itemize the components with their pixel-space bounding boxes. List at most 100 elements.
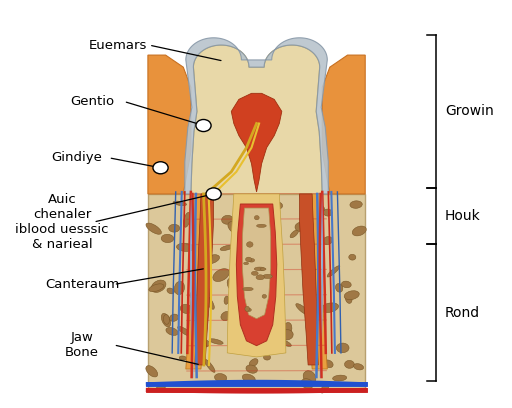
Polygon shape xyxy=(191,45,322,194)
Ellipse shape xyxy=(194,274,203,282)
Ellipse shape xyxy=(163,315,169,324)
Ellipse shape xyxy=(296,304,310,315)
Text: Canteraum: Canteraum xyxy=(45,278,119,291)
Ellipse shape xyxy=(166,328,178,335)
Ellipse shape xyxy=(228,222,243,234)
Ellipse shape xyxy=(273,202,283,209)
Ellipse shape xyxy=(333,375,347,381)
Polygon shape xyxy=(300,194,327,369)
Text: Gentio: Gentio xyxy=(70,95,114,108)
Ellipse shape xyxy=(196,256,207,265)
Ellipse shape xyxy=(350,201,362,208)
Polygon shape xyxy=(195,194,214,365)
Ellipse shape xyxy=(236,301,245,313)
Ellipse shape xyxy=(257,224,266,228)
Ellipse shape xyxy=(335,284,343,292)
Ellipse shape xyxy=(209,339,223,344)
Ellipse shape xyxy=(301,379,313,389)
Ellipse shape xyxy=(190,290,199,299)
Ellipse shape xyxy=(242,374,255,383)
Polygon shape xyxy=(185,38,328,194)
Ellipse shape xyxy=(227,278,240,292)
Text: Euemars: Euemars xyxy=(89,38,147,51)
Ellipse shape xyxy=(149,284,164,292)
Ellipse shape xyxy=(220,245,233,251)
FancyBboxPatch shape xyxy=(148,194,365,391)
Ellipse shape xyxy=(254,215,259,220)
Ellipse shape xyxy=(268,328,280,338)
Polygon shape xyxy=(148,55,191,194)
Ellipse shape xyxy=(321,303,338,313)
Ellipse shape xyxy=(180,304,193,314)
Ellipse shape xyxy=(281,330,293,340)
Ellipse shape xyxy=(243,287,253,291)
Ellipse shape xyxy=(151,280,166,293)
Ellipse shape xyxy=(283,322,292,336)
Circle shape xyxy=(153,162,168,174)
Text: Auic
chenaler
iblood uesssic
& narieal: Auic chenaler iblood uesssic & narieal xyxy=(15,193,109,251)
Ellipse shape xyxy=(169,314,178,322)
Ellipse shape xyxy=(168,224,180,232)
Ellipse shape xyxy=(246,242,253,247)
Ellipse shape xyxy=(290,230,298,238)
Ellipse shape xyxy=(252,206,262,215)
Ellipse shape xyxy=(323,237,333,245)
Polygon shape xyxy=(242,208,271,319)
Circle shape xyxy=(206,188,221,200)
Ellipse shape xyxy=(179,356,186,360)
Ellipse shape xyxy=(349,254,356,260)
Ellipse shape xyxy=(248,258,254,262)
Text: Gindiye: Gindiye xyxy=(52,151,102,164)
Ellipse shape xyxy=(321,382,330,393)
Ellipse shape xyxy=(246,365,258,373)
Ellipse shape xyxy=(146,366,158,377)
Ellipse shape xyxy=(298,222,307,230)
Ellipse shape xyxy=(156,385,166,390)
Polygon shape xyxy=(231,93,282,192)
Ellipse shape xyxy=(303,371,316,384)
Ellipse shape xyxy=(345,293,352,304)
Text: Rond: Rond xyxy=(445,306,480,319)
Ellipse shape xyxy=(304,274,316,287)
Ellipse shape xyxy=(262,295,267,298)
Ellipse shape xyxy=(324,209,332,216)
Ellipse shape xyxy=(161,234,174,243)
Ellipse shape xyxy=(175,282,184,295)
Ellipse shape xyxy=(315,204,325,211)
Ellipse shape xyxy=(244,262,249,265)
Ellipse shape xyxy=(224,296,229,304)
Ellipse shape xyxy=(327,266,340,277)
Ellipse shape xyxy=(254,294,268,306)
Ellipse shape xyxy=(264,355,270,360)
Ellipse shape xyxy=(204,255,220,264)
Ellipse shape xyxy=(324,360,333,368)
Ellipse shape xyxy=(204,359,215,373)
Ellipse shape xyxy=(205,295,215,309)
Ellipse shape xyxy=(249,359,258,367)
Text: Houk: Houk xyxy=(445,209,481,223)
Ellipse shape xyxy=(336,343,349,353)
Polygon shape xyxy=(300,194,318,365)
Ellipse shape xyxy=(263,274,272,279)
Ellipse shape xyxy=(245,306,249,311)
Polygon shape xyxy=(186,194,214,369)
Ellipse shape xyxy=(295,222,307,231)
Ellipse shape xyxy=(247,308,251,311)
Ellipse shape xyxy=(247,229,256,241)
Ellipse shape xyxy=(342,281,351,288)
Ellipse shape xyxy=(177,243,194,251)
Ellipse shape xyxy=(243,315,250,327)
Ellipse shape xyxy=(246,257,252,262)
Ellipse shape xyxy=(213,268,229,282)
Ellipse shape xyxy=(178,326,193,337)
Ellipse shape xyxy=(221,312,231,321)
Ellipse shape xyxy=(173,201,186,206)
Ellipse shape xyxy=(302,224,308,237)
Ellipse shape xyxy=(244,299,253,307)
Ellipse shape xyxy=(260,268,266,271)
Ellipse shape xyxy=(146,223,161,234)
Ellipse shape xyxy=(167,288,174,294)
Ellipse shape xyxy=(256,275,265,280)
Ellipse shape xyxy=(276,338,291,346)
Ellipse shape xyxy=(251,246,262,256)
